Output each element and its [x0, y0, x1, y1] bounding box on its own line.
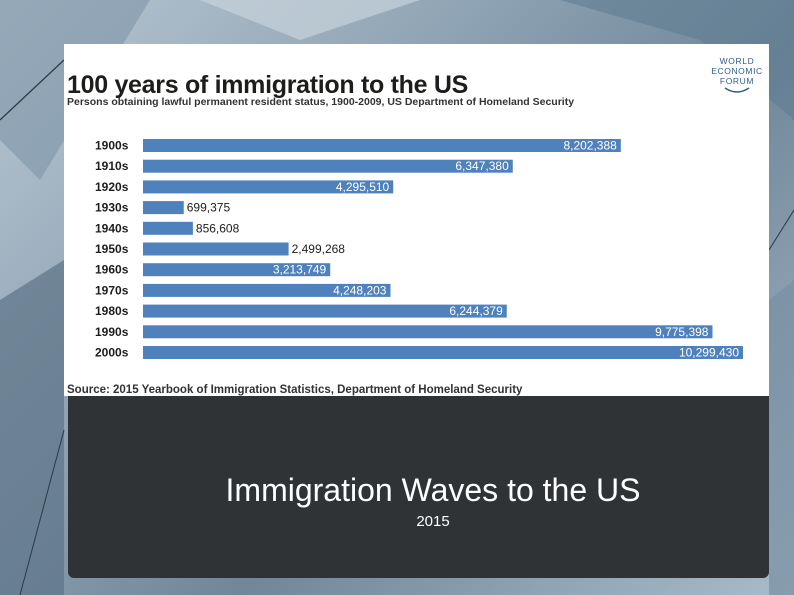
data-label: 4,295,510 [336, 180, 390, 194]
data-label: 699,375 [187, 201, 231, 215]
data-label: 9,775,398 [655, 325, 709, 339]
bar [143, 139, 621, 152]
category-label: 1920s [95, 180, 129, 194]
category-label: 1990s [95, 325, 129, 339]
chart-source: Source: 2015 Yearbook of Immigration Sta… [67, 384, 523, 396]
chart-card: 100 years of immigration to the US Perso… [64, 44, 769, 396]
data-label: 6,347,380 [455, 159, 509, 173]
data-label: 10,299,430 [679, 346, 739, 360]
wef-logo: WORLD ECONOMIC FORUM [704, 56, 770, 94]
logo-line-1: WORLD [719, 56, 755, 66]
bar [143, 346, 743, 359]
category-label: 1960s [95, 263, 129, 277]
logo-line-3: FORUM [719, 76, 755, 86]
bar [143, 242, 289, 256]
category-label: 1940s [95, 221, 129, 235]
data-label: 6,244,379 [449, 304, 503, 318]
slide-subtitle: 2015 [416, 513, 450, 530]
data-label: 4,248,203 [333, 283, 387, 297]
title-panel [68, 396, 769, 578]
bar [143, 159, 513, 173]
data-label: 2,499,268 [292, 242, 346, 256]
bar [143, 325, 713, 339]
bar [143, 304, 507, 318]
bar-chart: 1900s 8,202,388 1910s 6,347,380 1920s 4,295,5… [95, 139, 743, 360]
bar [143, 283, 391, 297]
chart-subtitle: Persons obtaining lawful permanent resid… [67, 96, 575, 108]
category-label: 1910s [95, 159, 129, 173]
slide-title: Immigration Waves to the US [225, 472, 641, 508]
data-label: 856,608 [196, 221, 240, 235]
bar [143, 180, 394, 194]
data-label: 8,202,388 [563, 139, 617, 153]
logo-line-2: ECONOMIC [711, 66, 763, 76]
category-label: 1900s [95, 139, 129, 153]
category-label: 1980s [95, 304, 129, 318]
data-label: 3,213,749 [273, 263, 327, 277]
category-label: 2000s [95, 346, 129, 360]
category-label: 1970s [95, 283, 129, 297]
bar [143, 263, 331, 277]
chart-title: 100 years of immigration to the US [67, 71, 469, 99]
bar [143, 221, 193, 235]
category-label: 1950s [95, 242, 129, 256]
logo-swoosh-icon [724, 87, 750, 93]
category-label: 1930s [95, 201, 129, 215]
bar [143, 201, 184, 215]
